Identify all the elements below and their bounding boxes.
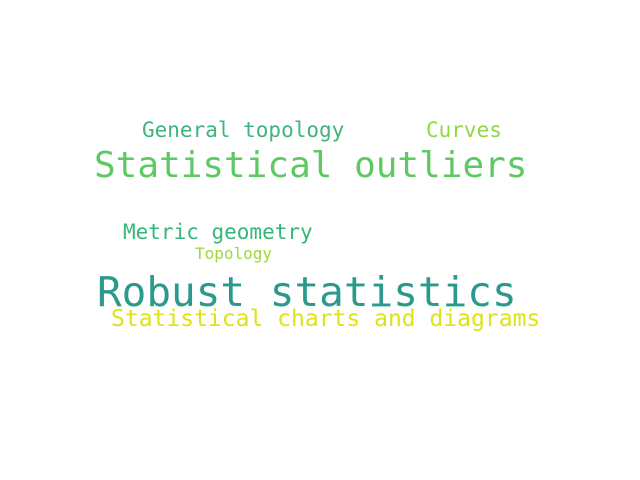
word-statistical-charts-and-diagrams: Statistical charts and diagrams xyxy=(111,306,541,332)
word-topology: Topology xyxy=(195,244,273,263)
word-statistical-outliers: Statistical outliers xyxy=(94,145,528,186)
word-metric-geometry: Metric geometry xyxy=(123,220,313,244)
word-curves: Curves xyxy=(426,118,502,142)
word-general-topology: General topology xyxy=(142,118,345,142)
word-robust-statistics: Robust statistics xyxy=(97,268,517,316)
